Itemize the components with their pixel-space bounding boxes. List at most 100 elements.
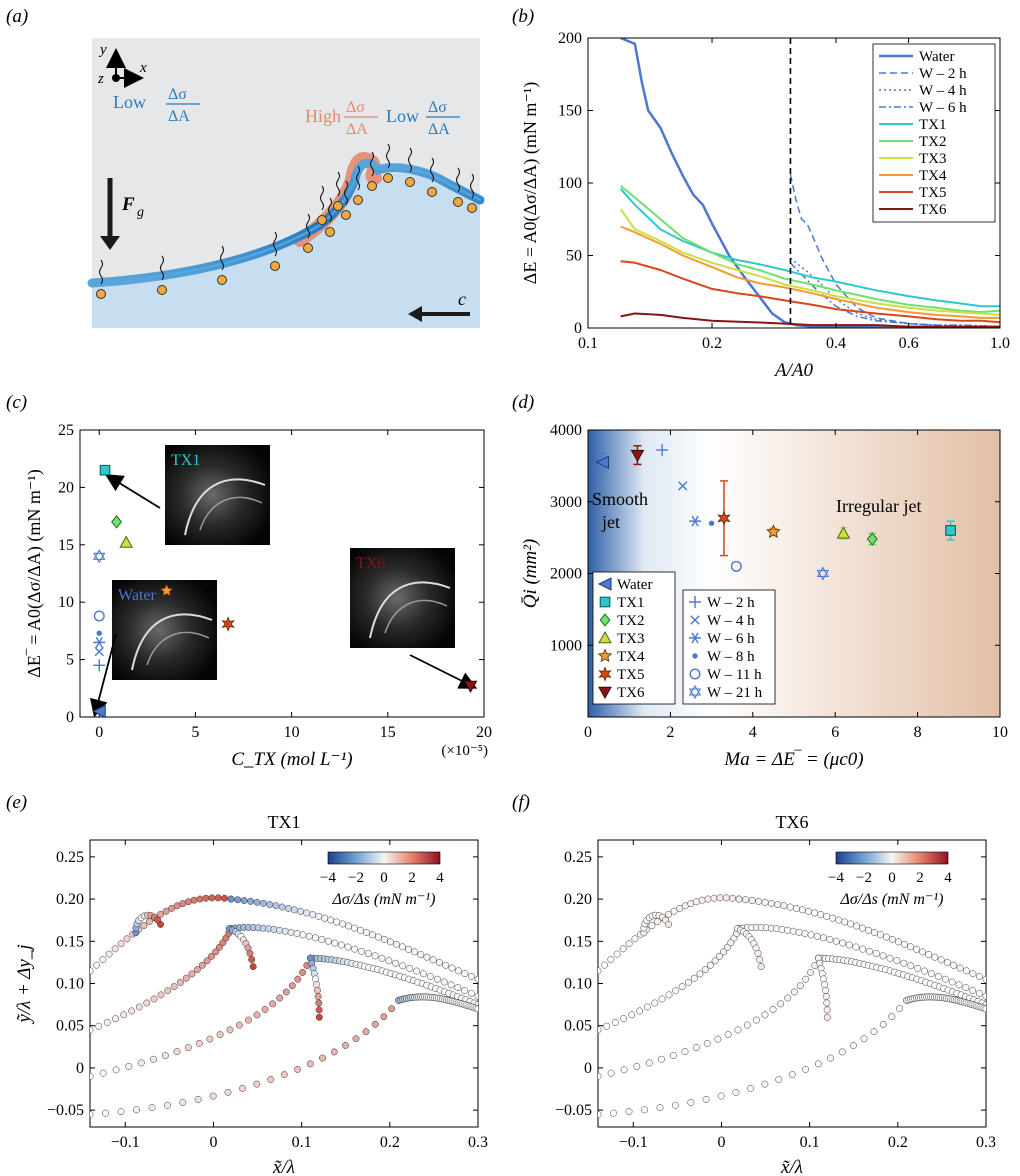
profile-point [474, 992, 478, 1000]
profile-point [656, 1104, 664, 1112]
profile-point [135, 1003, 143, 1011]
x-axis-label: A/A0 [773, 360, 813, 381]
profile-point [879, 952, 887, 960]
profile-point [319, 1054, 326, 1062]
profile-point [767, 899, 775, 907]
profile-point [112, 1015, 120, 1023]
y-tick-label: −0.05 [555, 1102, 592, 1119]
profile-point [850, 1042, 857, 1049]
marker-shape [597, 648, 613, 663]
profile-point [701, 966, 709, 974]
profile-point [363, 929, 370, 936]
y-tick-label: 4000 [550, 422, 582, 439]
data-point [678, 481, 688, 491]
plot-area [619, 38, 1000, 328]
surfactant-tail [159, 255, 165, 281]
profile-point [179, 1099, 187, 1106]
profile-point [754, 949, 762, 957]
axis-label-z: z [97, 71, 104, 87]
colorbar-label: Δσ/Δs (mN m⁻¹) [331, 891, 435, 908]
profile-point [935, 973, 942, 980]
profile-point [371, 952, 379, 960]
profile-point [813, 932, 821, 940]
marker-shape [93, 549, 106, 564]
profile-point [807, 931, 815, 939]
marker-shape [597, 577, 612, 591]
data-point [630, 449, 645, 463]
data-point [93, 659, 106, 672]
legend-marker [690, 615, 700, 625]
y-tick-label: 10 [58, 594, 74, 611]
profile-point [852, 943, 860, 951]
x-tick-label: 8 [914, 724, 922, 741]
colorbar-tick-label: 2 [408, 870, 416, 886]
profile-point [474, 975, 478, 983]
x-tick-label: 0.2 [380, 1134, 400, 1151]
profile-point [948, 978, 956, 986]
panel-a-schematic: y x z Low Δσ ΔA High Δσ ΔA Low Δσ ΔA F g… [87, 38, 485, 328]
profile-point [711, 957, 719, 965]
profile-point [625, 940, 633, 948]
profile-point [865, 926, 872, 934]
y-tick-label: 0.10 [56, 976, 84, 993]
data-point [595, 455, 609, 470]
profile-point [817, 911, 825, 919]
profile-point [269, 1000, 277, 1008]
data-point [221, 616, 235, 632]
profile-point [248, 956, 256, 963]
axis-label-x: x [139, 60, 147, 76]
series-line [620, 225, 1000, 319]
profile-point [620, 1015, 628, 1023]
profile-point [90, 1072, 94, 1080]
profile-point [309, 911, 317, 919]
x-tick-label: 2 [666, 724, 674, 741]
legend-marker [689, 632, 701, 644]
profile-point [123, 935, 131, 943]
legend-label: W – 2 h [919, 66, 967, 82]
profile-point [962, 967, 970, 975]
marker-shape [599, 596, 611, 608]
marker-shape [688, 684, 702, 700]
profile-point [435, 959, 443, 966]
profile-point [214, 894, 222, 902]
inset-jet-edge [146, 631, 210, 666]
profile-point [261, 1005, 269, 1013]
profile-point [811, 909, 819, 917]
profile-point [380, 935, 388, 943]
profile-point [676, 904, 684, 912]
profile-point [150, 995, 158, 1003]
low-gradient-label-right: Low [386, 106, 419, 126]
profile-point [103, 1019, 111, 1026]
marker-shape [598, 686, 612, 700]
profile-point [95, 1022, 103, 1030]
panel-c-chart: 0 5 10 15 20 0 5 10 15 20 25 C_TX (mol L⁻¹) (×10⁻⁵) Δ… [24, 422, 492, 770]
profile-point [799, 906, 806, 914]
surfactant-tail [429, 157, 435, 183]
profile-point [859, 924, 866, 932]
profile-point [216, 1031, 224, 1039]
profile-point [161, 1052, 169, 1059]
x-tick-label: 0.2 [702, 335, 722, 352]
inset-arrow [89, 633, 117, 718]
profile-point [299, 968, 307, 976]
profile-point [598, 1072, 602, 1080]
profile-point [982, 1005, 986, 1013]
legend-marker [598, 630, 612, 644]
x-tick-label: 15 [380, 724, 396, 741]
liquid-region [92, 172, 480, 328]
legend-label: TX2 [617, 613, 645, 629]
plot-area [598, 894, 986, 1118]
profile-point [876, 931, 884, 939]
profile-point [748, 897, 756, 904]
profile-point [467, 972, 475, 980]
profile-point [665, 991, 673, 999]
inset-jet-edge [131, 613, 213, 671]
legend-marker [689, 668, 701, 680]
colorbar-tick-label: −4 [828, 870, 844, 886]
profile-point [282, 988, 290, 996]
profile-point [822, 993, 830, 1000]
legend-label: W – 6 h [707, 631, 755, 647]
series-line [620, 312, 1000, 328]
profile-point [357, 947, 365, 955]
profile-point [176, 978, 184, 986]
